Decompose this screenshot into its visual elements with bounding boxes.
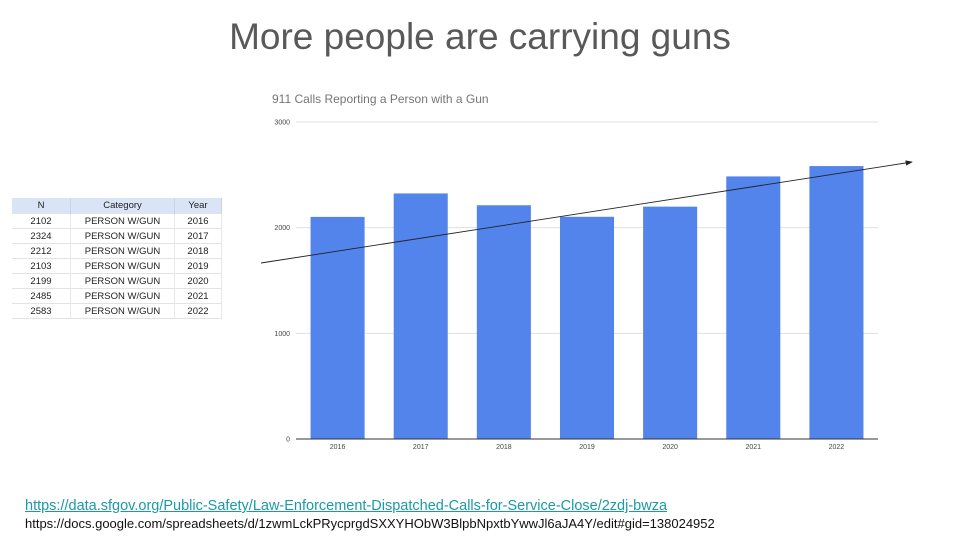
chart-bar: [393, 193, 448, 439]
table-cell-n: 2583: [12, 303, 71, 319]
table-cell-category: PERSON W/GUN: [70, 228, 175, 244]
table-cell-year: 2020: [174, 273, 222, 289]
table-cell-n: 2324: [12, 228, 71, 244]
y-tick-label: 3000: [274, 120, 290, 127]
table-row: 2485 PERSON W/GUN 2021: [12, 288, 222, 304]
y-tick-label: 0: [286, 437, 290, 444]
chart-bar: [643, 206, 698, 439]
table-cell-category: PERSON W/GUN: [70, 258, 175, 274]
table-cell-year: 2018: [174, 243, 222, 259]
x-tick-label: 2022: [829, 444, 845, 451]
table-row: 2102 PERSON W/GUN 2016: [12, 213, 222, 229]
table-header-year: Year: [174, 198, 222, 214]
table-cell-n: 2103: [12, 258, 71, 274]
trend-arrow: [260, 160, 913, 264]
x-tick-label: 2016: [330, 444, 346, 451]
chart-bars: [310, 166, 864, 440]
table-cell-year: 2019: [174, 258, 222, 274]
table-row: 2103 PERSON W/GUN 2019: [12, 258, 222, 274]
slide-title: More people are carrying guns: [229, 16, 731, 57]
chart-bar: [310, 216, 365, 439]
table-row: 2324 PERSON W/GUN 2017: [12, 228, 222, 244]
table-cell-year: 2021: [174, 288, 222, 304]
chart-bar: [809, 166, 864, 440]
table-row: 2212 PERSON W/GUN 2018: [12, 243, 222, 259]
table-cell-n: 2212: [12, 243, 71, 259]
table-cell-year: 2016: [174, 213, 222, 229]
y-tick-label: 2000: [274, 225, 290, 232]
x-tick-label: 2019: [579, 444, 595, 451]
table-header-n: N: [12, 198, 71, 214]
x-tick-label: 2017: [413, 444, 429, 451]
table-cell-year: 2022: [174, 303, 222, 319]
spreadsheet-url: https://docs.google.com/spreadsheets/d/1…: [25, 516, 715, 531]
table-cell-category: PERSON W/GUN: [70, 303, 175, 319]
table-header-category: Category: [70, 198, 175, 214]
table-row: 2199 PERSON W/GUN 2020: [12, 273, 222, 289]
x-tick-label: 2020: [662, 444, 678, 451]
x-tick-label: 2021: [745, 444, 761, 451]
table-cell-n: 2199: [12, 273, 71, 289]
y-tick-label: 1000: [274, 331, 290, 338]
source-link[interactable]: https://data.sfgov.org/Public-Safety/Law…: [25, 498, 668, 514]
table-cell-year: 2017: [174, 228, 222, 244]
table-cell-category: PERSON W/GUN: [70, 273, 175, 289]
chart-axes: 0 1000 2000 3000 2016 2017 2018 2019 2020 2021 202…: [274, 120, 878, 451]
table-row: 2583 PERSON W/GUN 2022: [12, 303, 222, 319]
table-cell-n: 2485: [12, 288, 71, 304]
chart-bar: [559, 216, 615, 439]
table-cell-category: PERSON W/GUN: [70, 213, 175, 229]
chart-bar: [476, 205, 531, 439]
table-cell-category: PERSON W/GUN: [70, 243, 175, 259]
data-table: N Category Year 2102 PERSON W/GUN 2016 2…: [12, 198, 222, 319]
table-cell-n: 2102: [12, 213, 71, 229]
x-tick-label: 2018: [496, 444, 512, 451]
table-header-row: N Category Year: [12, 198, 222, 214]
chart-title: 911 Calls Reporting a Person with a Gun: [272, 92, 489, 106]
chart-bar: [726, 176, 781, 439]
table-cell-category: PERSON W/GUN: [70, 288, 175, 304]
